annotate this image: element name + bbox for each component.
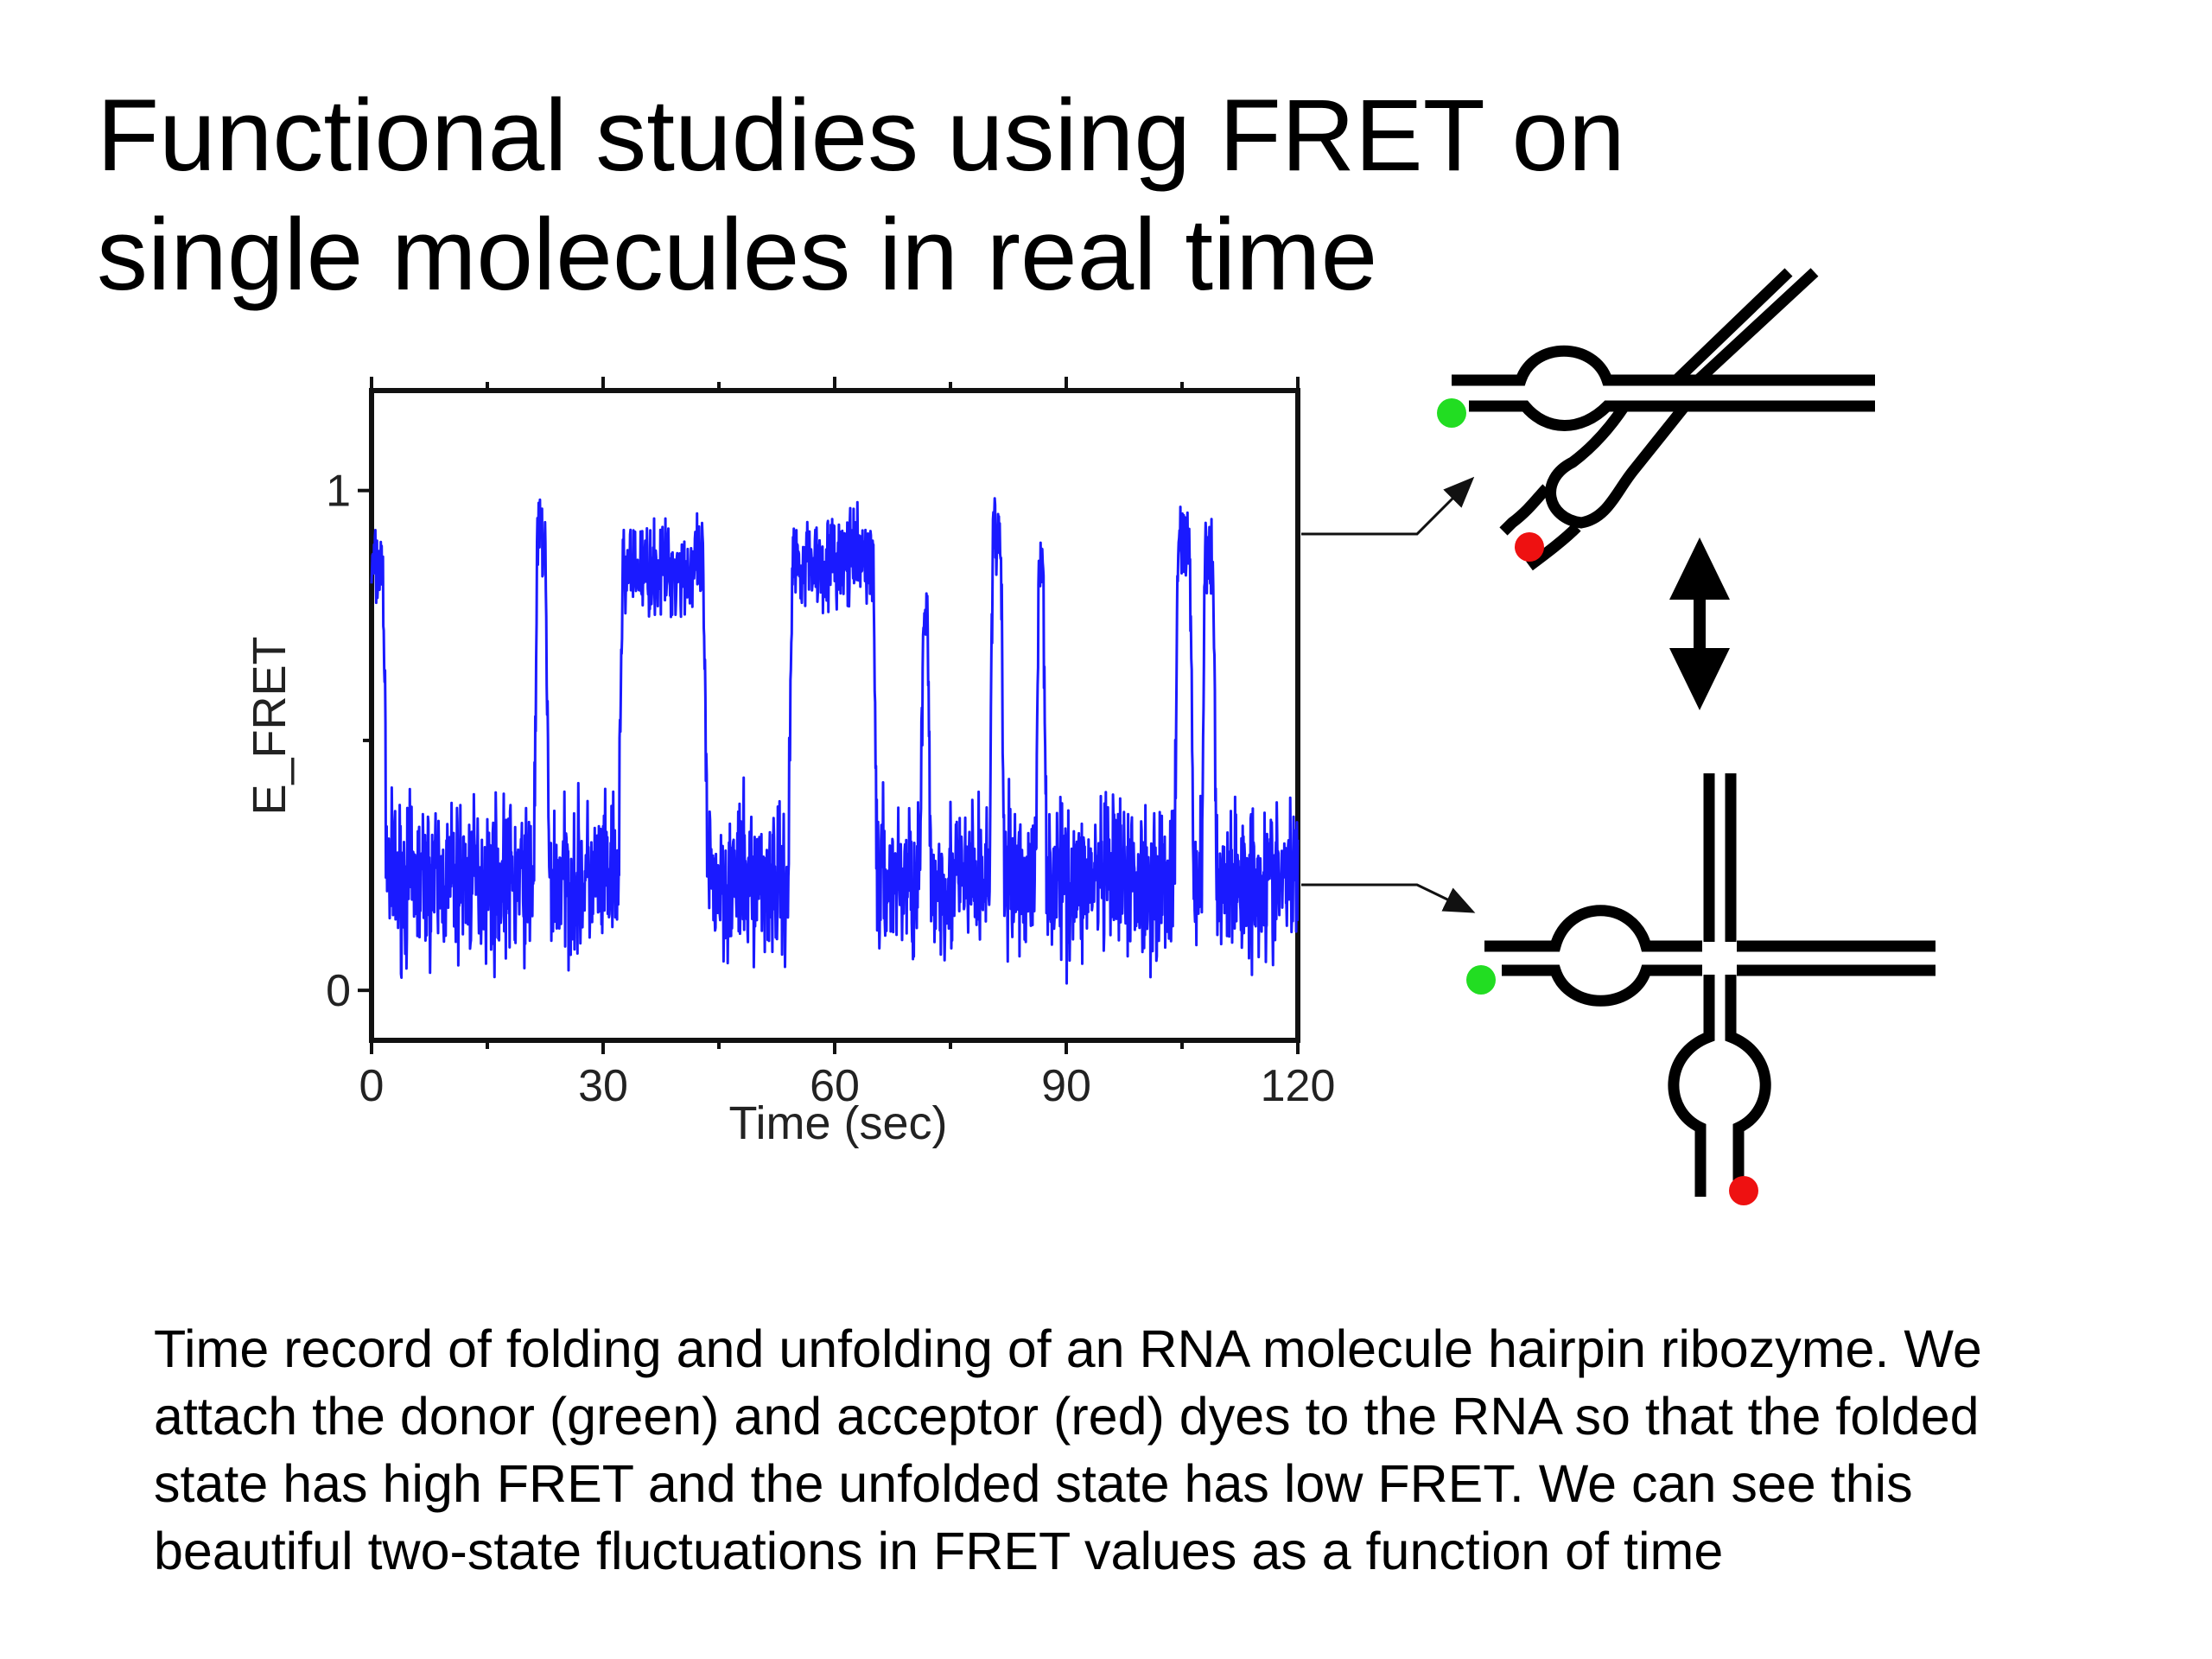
- x-axis-ticks: [370, 377, 1300, 1054]
- folded-rna-schematic: [1452, 268, 1875, 571]
- y-tick-label: 1: [326, 467, 351, 517]
- folded-acceptor-dye: [1515, 532, 1544, 562]
- unfolded-state-connector-arrow: [1301, 883, 1476, 913]
- unfolded-donor-dye: [1466, 965, 1496, 995]
- y-axis-label: E_FRET: [244, 636, 296, 815]
- slide-caption: Time record of folding and unfolding of …: [154, 1315, 2141, 1585]
- efret-trace-line: [370, 497, 1300, 985]
- folded-state-connector-arrow: [1301, 476, 1475, 536]
- x-tick-label: 30: [578, 1061, 628, 1111]
- y-axis-tick-labels: 01: [326, 467, 351, 1016]
- y-tick-label: 0: [326, 966, 351, 1016]
- unfolded-rna-schematic: [1484, 773, 1936, 1197]
- x-tick-label: 90: [1041, 1061, 1091, 1111]
- two-state-transition-arrow: [1669, 537, 1730, 710]
- slide-title-line-1: Functional studies using FRET on: [97, 79, 1625, 193]
- caption-line-2: attach the donor (green) and acceptor (r…: [154, 1387, 1980, 1446]
- caption-line-1: Time record of folding and unfolding of …: [154, 1319, 1982, 1378]
- x-tick-label: 0: [359, 1061, 385, 1111]
- x-axis-tick-labels: 0 30 60 90 120: [359, 1061, 1336, 1111]
- folded-donor-dye: [1437, 398, 1466, 428]
- slide-title-line-2: single molecules in real time: [97, 198, 1378, 312]
- caption-line-4: beautiful two-state fluctuations in FRET…: [154, 1522, 1724, 1580]
- unfolded-acceptor-dye: [1729, 1176, 1758, 1205]
- y-axis-ticks: [358, 488, 372, 993]
- x-tick-label: 120: [1261, 1061, 1336, 1111]
- slide-title: Functional studies using FRET on single …: [97, 76, 1738, 315]
- x-tick-label: 60: [810, 1061, 860, 1111]
- x-axis-label: Time (sec): [729, 1097, 948, 1149]
- caption-line-3: state has high FRET and the unfolded sta…: [154, 1454, 1913, 1513]
